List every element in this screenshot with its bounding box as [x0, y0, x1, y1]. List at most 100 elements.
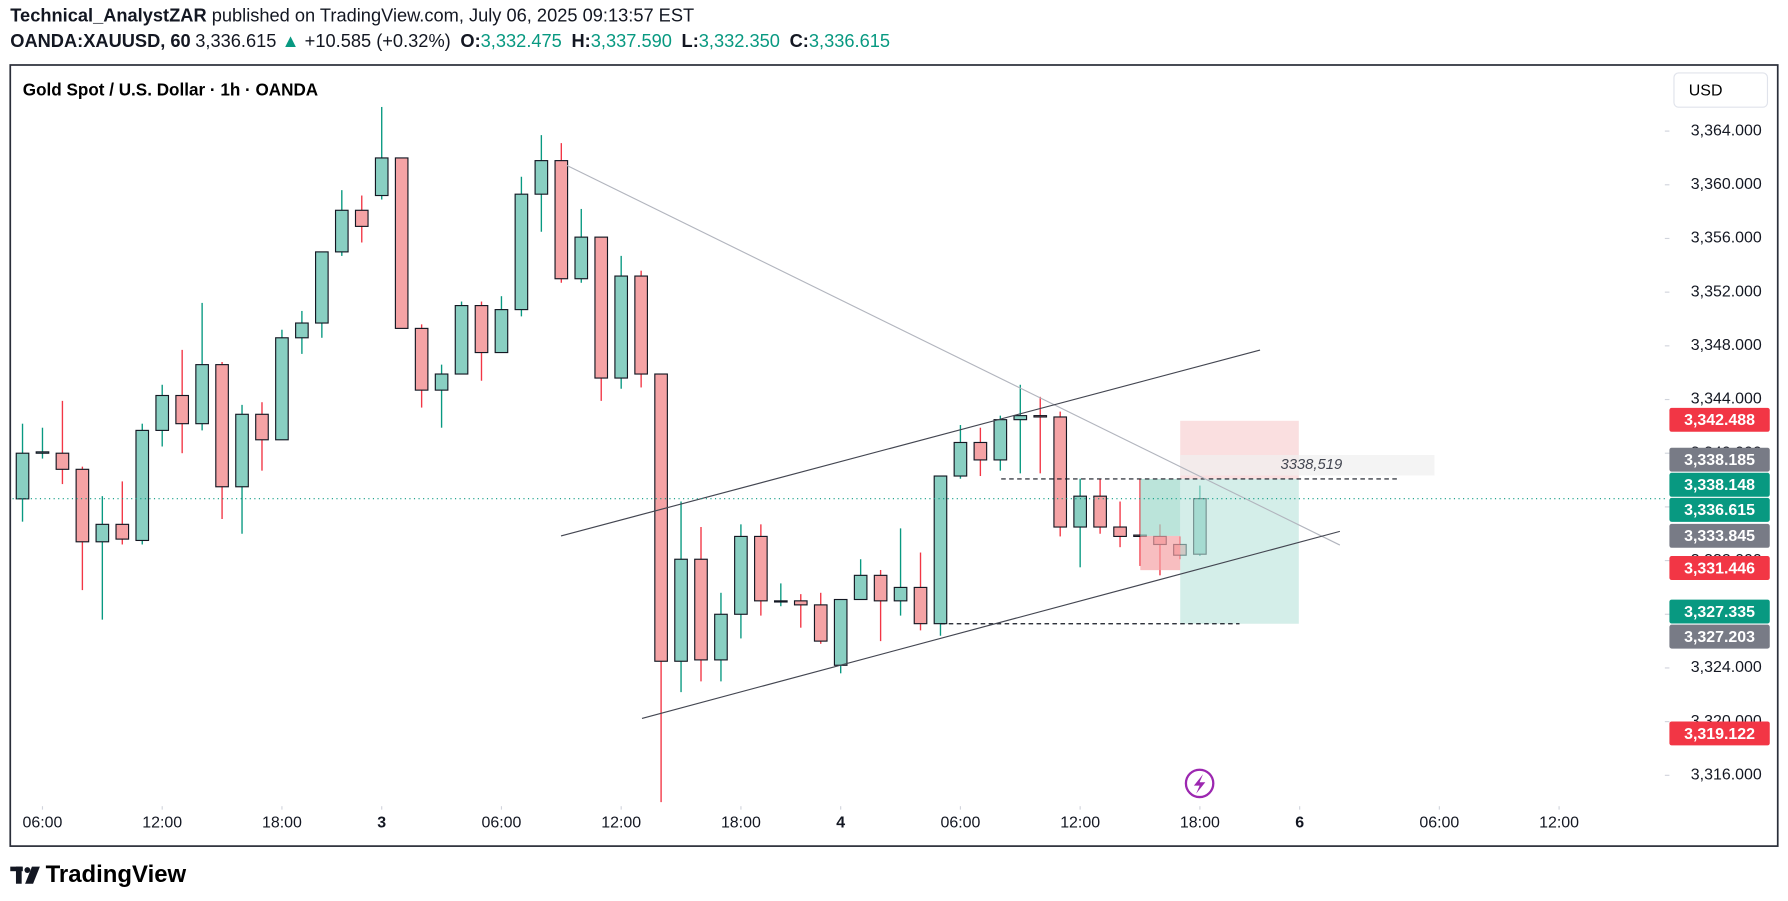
- candle-body: [315, 251, 329, 324]
- candle-body: [893, 586, 908, 602]
- x-tick-label: 12:00: [601, 815, 641, 832]
- price-label-bg: [1669, 407, 1770, 432]
- x-tick-label: 18:00: [262, 815, 302, 832]
- candle-body: [95, 523, 110, 543]
- price-label: 3,338.148: [1684, 477, 1755, 494]
- y-tick-label: 3,356.000: [1691, 230, 1762, 247]
- ohlc-value: 3,332.475: [480, 31, 562, 52]
- x-tick-label: 06:00: [23, 815, 63, 832]
- candle-body: [334, 209, 349, 253]
- candle-body: [354, 209, 369, 227]
- target-zone: [1180, 478, 1299, 624]
- x-tick-label: 3: [377, 815, 386, 832]
- candle-body: [1033, 415, 1048, 418]
- symbol-line: OANDA:XAUUSD, 60 3,336.615 ▲ +10.585 (+0.…: [10, 32, 890, 53]
- candle-body: [754, 535, 768, 602]
- candle-body: [594, 236, 609, 379]
- price-label: 3,336.615: [1684, 502, 1755, 519]
- candle-body: [634, 275, 648, 375]
- y-tick-label: 3,364.000: [1691, 122, 1762, 139]
- price-label: 3,333.845: [1684, 528, 1755, 545]
- candle-body: [793, 600, 808, 606]
- change: +10.585 (+0.32%): [304, 31, 451, 52]
- price-label-bg: [1669, 721, 1770, 746]
- candle-body: [714, 613, 728, 661]
- candle-body: [933, 475, 948, 625]
- event-icon[interactable]: [1184, 768, 1215, 799]
- publish-line: Technical_AnalystZAR published on Tradin…: [10, 7, 694, 28]
- candle-body: [454, 305, 469, 375]
- candle-body: [235, 413, 249, 488]
- candle-body: [175, 394, 190, 425]
- candle-body: [614, 275, 629, 379]
- candle-body: [275, 337, 289, 441]
- y-tick-label: 3,360.000: [1691, 176, 1762, 193]
- arrow: ▲: [281, 31, 300, 52]
- loss-zone: [1140, 535, 1181, 571]
- price-label-bg: [1669, 523, 1770, 548]
- x-tick-label: 12:00: [142, 815, 182, 832]
- candle-body: [135, 429, 150, 542]
- price-label-bg: [1669, 624, 1770, 649]
- candle-body: [853, 574, 868, 601]
- channel-upper: [560, 349, 1261, 537]
- candle-body: [654, 373, 668, 662]
- x-tick-label: 12:00: [1539, 815, 1579, 832]
- candle-body: [534, 160, 549, 195]
- candle-body: [414, 327, 429, 391]
- price-label-bg: [1669, 599, 1770, 624]
- candle-body: [1053, 416, 1068, 528]
- price-label: 3,338.185: [1684, 452, 1755, 469]
- price-label: 3,327.335: [1684, 604, 1755, 621]
- ohlc-value: 3,337.590: [590, 31, 672, 52]
- candle-body: [1013, 415, 1028, 421]
- annotation: 3338,519: [1280, 457, 1342, 473]
- x-tick-label: 6: [1295, 815, 1304, 832]
- candle-body: [115, 523, 130, 540]
- candle-body: [694, 558, 708, 661]
- price-label: 3,319.122: [1684, 726, 1755, 743]
- currency: USD: [1689, 82, 1723, 99]
- candle-body: [554, 160, 569, 280]
- candle-body: [394, 157, 409, 329]
- price-label: 3,331.446: [1684, 560, 1755, 577]
- y-tick-label: 3,324.000: [1691, 659, 1762, 676]
- price-label: 3,342.488: [1684, 412, 1755, 429]
- chart-frame: [9, 64, 1779, 847]
- ohlc-label: O:: [460, 31, 481, 52]
- x-tick-label: 06:00: [940, 815, 980, 832]
- ohlc-value: 3,336.615: [808, 31, 891, 52]
- candle-body: [35, 451, 50, 454]
- brand: TradingView: [46, 861, 187, 888]
- chart-title: Gold Spot / U.S. Dollar · 1h · OANDA: [23, 81, 318, 100]
- candle-body: [474, 305, 489, 354]
- candle-body: [734, 535, 748, 615]
- candle-body: [215, 364, 229, 488]
- y-tick-label: 3,352.000: [1691, 283, 1762, 300]
- ohlc-label: H:: [571, 31, 591, 52]
- price-label-bg: [1669, 472, 1770, 497]
- currency-box[interactable]: [1673, 72, 1769, 108]
- candle-body: [953, 441, 968, 477]
- candle-body: [1113, 526, 1127, 537]
- author: Technical_AnalystZAR: [10, 6, 207, 27]
- candle-body: [255, 413, 269, 441]
- candle-body: [833, 598, 848, 666]
- x-tick-label: 18:00: [1180, 815, 1220, 832]
- candle-body: [195, 364, 209, 425]
- x-tick-label: 06:00: [481, 815, 521, 832]
- published: published on TradingView.com, July 06, 2…: [211, 6, 695, 27]
- candle-body: [1073, 495, 1087, 528]
- symbol: OANDA:XAUUSD, 60: [10, 31, 191, 52]
- candle-body: [514, 193, 529, 311]
- candle-body: [773, 600, 788, 603]
- candle-body: [494, 309, 509, 354]
- candle-body: [374, 157, 389, 197]
- y-tick-label: 3,316.000: [1691, 767, 1762, 784]
- y-tick-label: 3,344.000: [1691, 391, 1762, 408]
- candle-body: [973, 441, 988, 461]
- channel-lower: [641, 530, 1341, 719]
- candle-body: [75, 468, 90, 543]
